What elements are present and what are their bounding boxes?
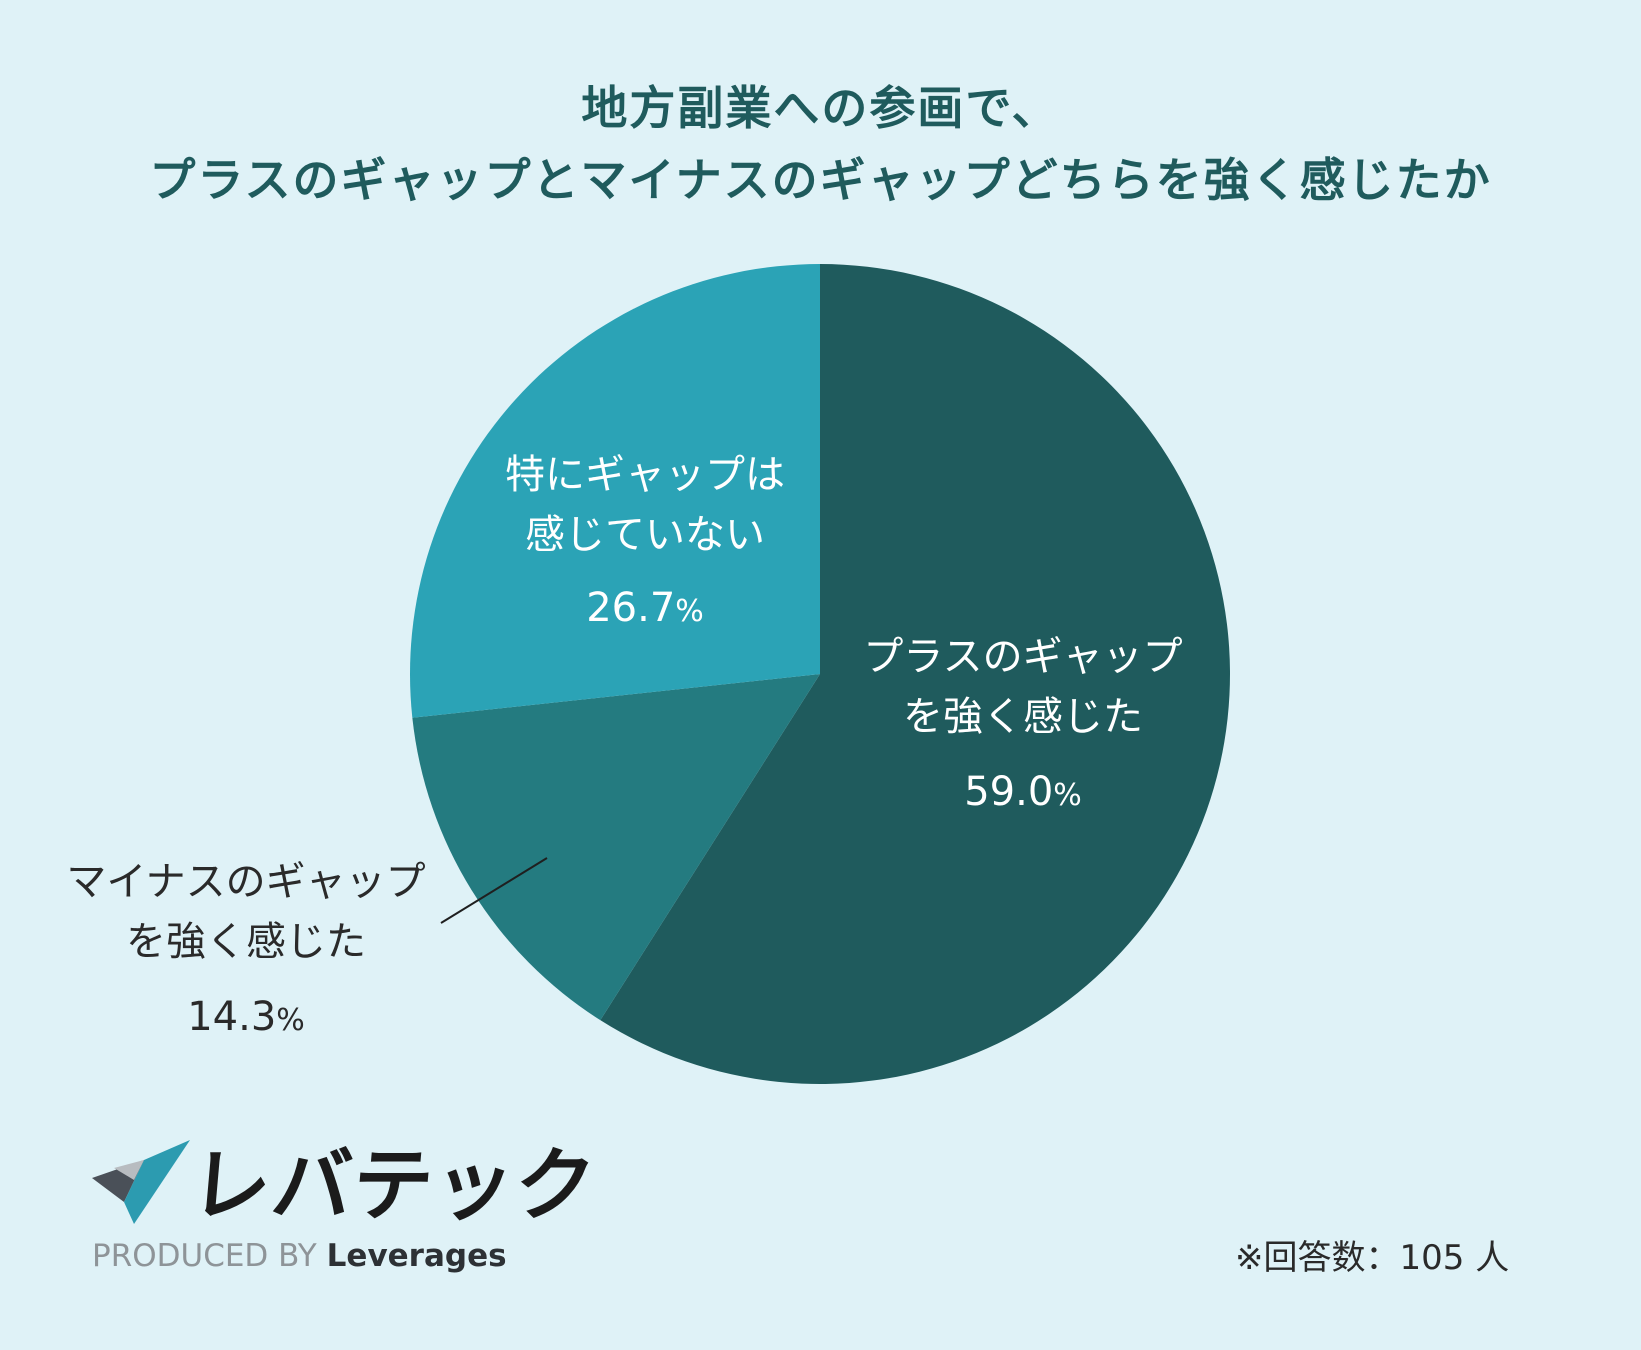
produced-by-label: PRODUCED BY xyxy=(92,1238,317,1274)
slice-label-neutral-line-2: 感じていない xyxy=(525,512,765,558)
slice-value-plus-unit: % xyxy=(1053,778,1082,813)
slice-value-neutral: 26.7% xyxy=(586,585,704,631)
slice-value-plus-number: 59.0 xyxy=(964,769,1053,815)
slice-label-neutral-line-1: 特にギャップは xyxy=(505,452,785,498)
brand-name: レバテック xyxy=(186,1139,600,1232)
pie-slice-2 xyxy=(412,674,820,1021)
slice-value-minus-unit: % xyxy=(276,1003,305,1038)
slice-value-minus: 14.3% xyxy=(187,994,305,1040)
pie-slice-1 xyxy=(600,264,1231,1084)
levtech-logo-icon xyxy=(92,1140,190,1224)
slice-annotation-neutral: 特にギャップは 感じていない 26.7% xyxy=(505,452,785,631)
company-name: Leverages xyxy=(326,1238,507,1274)
response-count-note: ※回答数：105 人 xyxy=(1235,1238,1510,1278)
slice-label-plus-line-1: プラスのギャップ xyxy=(863,634,1182,680)
pie-slice-3 xyxy=(409,264,820,718)
slice-label-plus-line-2: を強く感じた xyxy=(903,694,1143,740)
slice-value-plus: 59.0% xyxy=(964,769,1082,815)
slice-value-minus-number: 14.3 xyxy=(187,994,276,1040)
slice-label-minus-line-1: マイナスのギャップ xyxy=(66,859,425,905)
chart-title: 地方副業への参画で、 プラスのギャップとマイナスのギャップどちらを強く感じたか xyxy=(0,72,1641,216)
pie-slices xyxy=(409,264,1231,1084)
slice-leader-line xyxy=(440,857,548,924)
slice-annotation-minus: マイナスのギャップ を強く感じた 14.3% xyxy=(66,859,425,1040)
chart-title-line-1: 地方副業への参画で、 xyxy=(581,81,1060,135)
brand-logo: レバテック PRODUCED BY Leverages xyxy=(92,1139,600,1275)
chart-title-line-2: プラスのギャップとマイナスのギャップどちらを強く感じたか xyxy=(149,153,1492,207)
slice-value-neutral-unit: % xyxy=(675,594,704,629)
slice-label-minus-line-2: を強く感じた xyxy=(126,919,366,965)
slice-annotation-plus: プラスのギャップ を強く感じた 59.0% xyxy=(863,634,1182,815)
produced-by-line: PRODUCED BY Leverages xyxy=(92,1238,507,1274)
slice-value-neutral-number: 26.7 xyxy=(586,585,675,631)
